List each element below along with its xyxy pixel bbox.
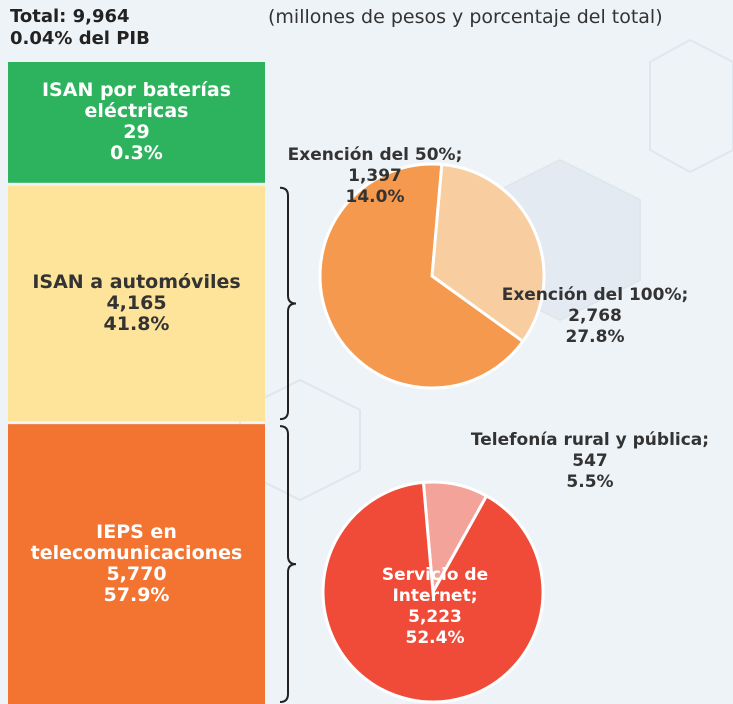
data-label: Servicio de Internet; 5,223 52.4% bbox=[340, 565, 530, 649]
label-name: Telefonía rural y pública; bbox=[470, 430, 710, 450]
label-name: Exención del 50%; bbox=[287, 145, 463, 165]
block bbox=[8, 424, 265, 704]
total-share: 0.04% del PIB bbox=[10, 28, 150, 49]
label-name: Exención del 100%; bbox=[501, 285, 689, 305]
unit-note: (millones de pesos y porcentaje del tota… bbox=[268, 6, 663, 28]
label-value: 29 bbox=[123, 121, 150, 144]
label-value: 547 bbox=[572, 451, 608, 471]
label-value: 2,768 bbox=[568, 306, 622, 326]
bracket bbox=[279, 186, 297, 421]
label-value: 5.5% bbox=[566, 472, 614, 492]
total: Total: 9,964 bbox=[10, 6, 130, 27]
data-label: IEPS en telecomunicaciones 5,770 57.9% bbox=[18, 522, 255, 606]
label-value: 14.0% bbox=[345, 187, 405, 207]
data-label: Exención del 50%; 1,397 14.0% bbox=[285, 145, 465, 208]
label-name: ISAN por baterías eléctricas bbox=[41, 79, 232, 123]
data-label: Exención del 100%; 2,768 27.8% bbox=[470, 285, 720, 348]
label-name: IEPS en telecomunicaciones bbox=[30, 521, 243, 565]
label-name: Servicio de Internet; bbox=[381, 565, 489, 606]
label-value: 57.9% bbox=[103, 584, 170, 607]
label-value: 0.3% bbox=[110, 142, 163, 165]
label-value: 1,397 bbox=[348, 166, 402, 186]
data-label: Telefonía rural y pública; 547 5.5% bbox=[445, 430, 733, 493]
block bbox=[8, 62, 265, 183]
label-name: ISAN a automóviles bbox=[32, 270, 241, 293]
pie-slice bbox=[430, 162, 546, 344]
label-value: 41.8% bbox=[103, 312, 170, 335]
pie-slice bbox=[318, 162, 525, 390]
label-value: 52.4% bbox=[405, 628, 465, 648]
block bbox=[8, 185, 265, 422]
pie-slice bbox=[321, 480, 545, 704]
label-value: 27.8% bbox=[565, 327, 625, 347]
label-value: 4,165 bbox=[106, 291, 167, 314]
bracket bbox=[279, 425, 297, 703]
data-label: ISAN a automóviles 4,165 41.8% bbox=[18, 270, 255, 335]
label-value: 5,223 bbox=[408, 607, 462, 627]
data-label: ISAN por baterías eléctricas 29 0.3% bbox=[18, 80, 255, 164]
label-value: 5,770 bbox=[106, 563, 167, 586]
